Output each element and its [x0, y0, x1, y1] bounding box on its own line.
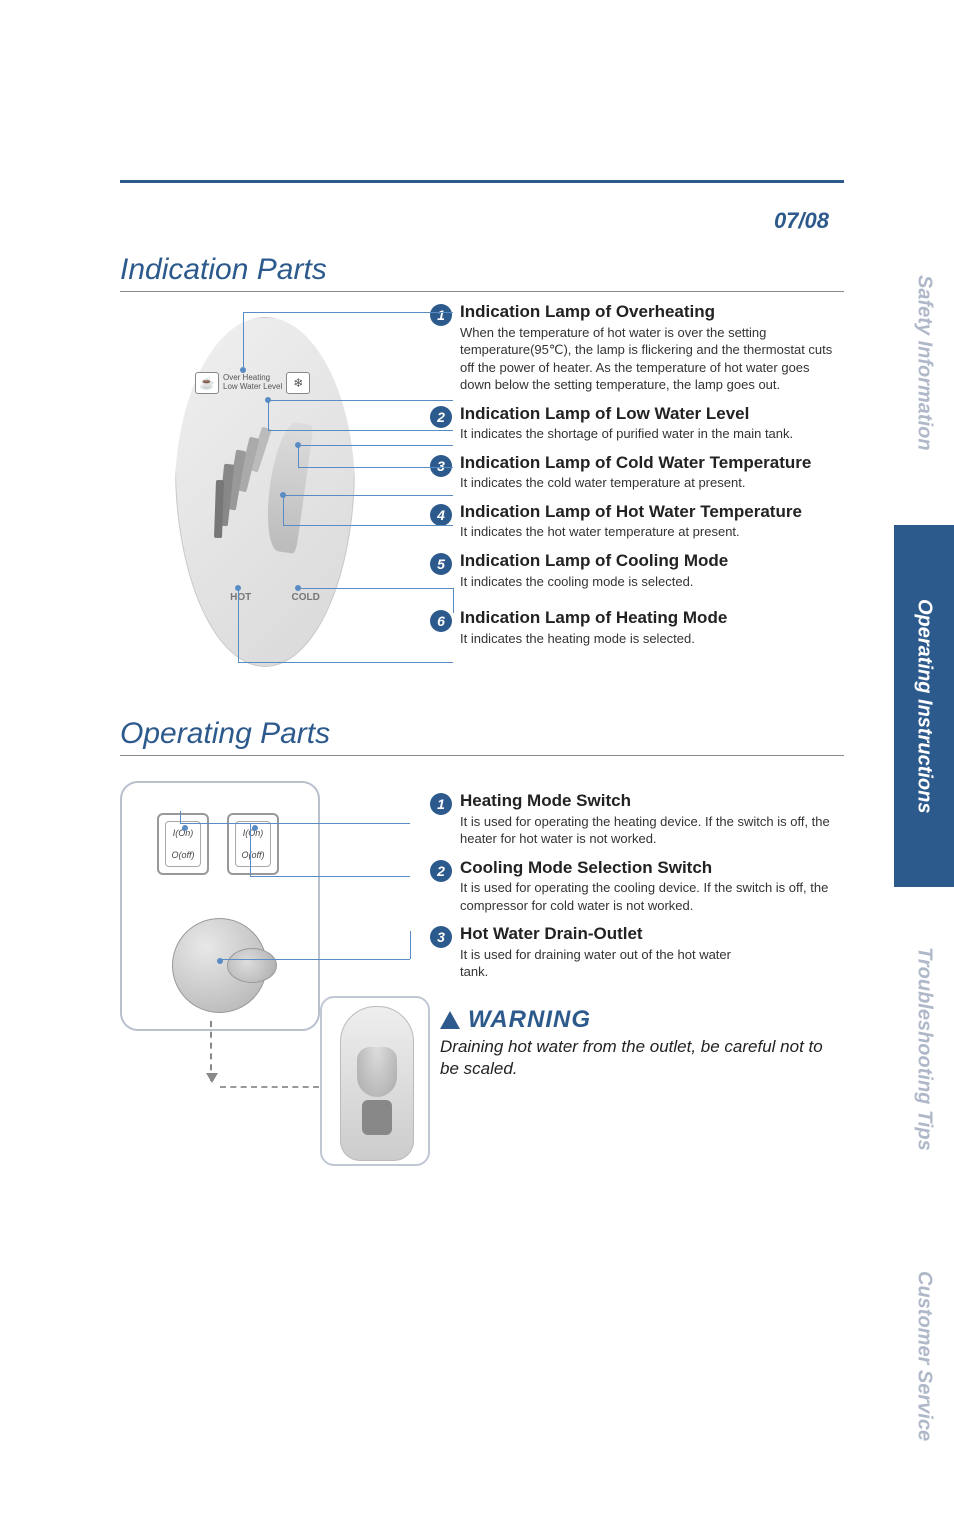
operating-item: 1 Heating Mode Switch It is used for ope…	[430, 791, 844, 848]
operating-diagram: I(On) O(off) I(On) O(off)	[120, 766, 410, 1181]
item-desc: It indicates the cold water temperature …	[460, 474, 811, 492]
item-title: Indication Lamp of Heating Mode	[460, 608, 727, 628]
side-tab-operating[interactable]: Operating Instructions	[894, 525, 954, 887]
side-tabs: Safety Information Operating Instruction…	[894, 200, 954, 1500]
item-title: Indication Lamp of Low Water Level	[460, 404, 793, 424]
operating-items: 1 Heating Mode Switch It is used for ope…	[430, 766, 844, 1181]
operating-box: I(On) O(off) I(On) O(off)	[120, 781, 320, 1031]
bullet-icon: 3	[430, 455, 452, 477]
item-title: Indication Lamp of Hot Water Temperature	[460, 502, 802, 522]
drain-knob	[172, 918, 267, 1013]
indication-item: 2 Indication Lamp of Low Water Level It …	[430, 404, 844, 443]
item-desc: It is used for draining water out of the…	[460, 946, 740, 981]
label-hot: HOT	[230, 592, 251, 603]
item-desc: It is used for operating the cooling dev…	[460, 879, 844, 914]
bullet-icon: 5	[430, 553, 452, 575]
section-title-indication: Indication Parts	[120, 253, 844, 287]
operating-body: I(On) O(off) I(On) O(off)	[120, 766, 844, 1181]
indication-panel: ☕ Over Heating Low Water Level ❄	[165, 312, 365, 682]
item-title: Heating Mode Switch	[460, 791, 844, 811]
indication-item: 5 Indication Lamp of Cooling Mode It ind…	[430, 551, 844, 590]
top-rule	[120, 180, 844, 183]
section-rule-2	[120, 755, 844, 756]
label-lowwater: Low Water Level	[223, 383, 282, 392]
operating-item: 3 Hot Water Drain-Outlet It is used for …	[430, 924, 844, 981]
item-title: Indication Lamp of Cold Water Temperatur…	[460, 453, 811, 473]
warning-box: WARNING Draining hot water from the outl…	[430, 1006, 844, 1080]
bullet-icon: 4	[430, 504, 452, 526]
item-title: Indication Lamp of Overheating	[460, 302, 844, 322]
indication-items: 1 Indication Lamp of Overheating When th…	[430, 302, 844, 682]
indication-diagram: ☕ Over Heating Low Water Level ❄	[120, 302, 410, 682]
bullet-icon: 6	[430, 610, 452, 632]
switch-off-label: O(off)	[171, 850, 194, 860]
item-title: Indication Lamp of Cooling Mode	[460, 551, 728, 571]
side-tab-troubleshooting[interactable]: Troubleshooting Tips	[894, 887, 954, 1212]
side-tab-safety[interactable]: Safety Information	[894, 200, 954, 525]
indication-item: 3 Indication Lamp of Cold Water Temperat…	[430, 453, 844, 492]
cold-icon: ❄	[286, 372, 310, 394]
item-desc: It indicates the hot water temperature a…	[460, 523, 802, 541]
heat-icon: ☕	[195, 372, 219, 394]
dot-1	[240, 367, 246, 373]
bullet-icon: 2	[430, 860, 452, 882]
indication-item: 4 Indication Lamp of Hot Water Temperatu…	[430, 502, 844, 541]
item-desc: It indicates the shortage of purified wa…	[460, 425, 793, 443]
indication-item: 6 Indication Lamp of Heating Mode It ind…	[430, 608, 844, 647]
switch-off-label: O(off)	[241, 850, 264, 860]
item-desc: It is used for operating the heating dev…	[460, 813, 844, 848]
item-title: Cooling Mode Selection Switch	[460, 858, 844, 878]
section-rule-1	[120, 291, 844, 292]
item-desc: It indicates the heating mode is selecte…	[460, 630, 727, 648]
item-desc: It indicates the cooling mode is selecte…	[460, 573, 728, 591]
arrow-down-icon	[210, 1021, 212, 1081]
content: Indication Parts ☕ Over Heating Low Wate…	[0, 180, 954, 1181]
item-title: Hot Water Drain-Outlet	[460, 924, 740, 944]
indication-body: ☕ Over Heating Low Water Level ❄	[120, 302, 844, 682]
bullet-icon: 1	[430, 793, 452, 815]
indication-item: 1 Indication Lamp of Overheating When th…	[430, 302, 844, 394]
bullet-icon: 3	[430, 926, 452, 948]
side-tab-customer[interactable]: Customer Service	[894, 1212, 954, 1500]
section-title-operating: Operating Parts	[120, 717, 844, 751]
page-number: 07/08	[774, 208, 829, 234]
item-desc: When the temperature of hot water is ove…	[460, 324, 844, 394]
warning-icon	[440, 1011, 460, 1029]
operating-item: 2 Cooling Mode Selection Switch It is us…	[430, 858, 844, 915]
bullet-icon: 1	[430, 304, 452, 326]
warning-title: WARNING	[468, 1006, 591, 1034]
product-mini	[320, 996, 430, 1166]
bullet-icon: 2	[430, 406, 452, 428]
label-cold: COLD	[292, 592, 320, 603]
warning-text: Draining hot water from the outlet, be c…	[440, 1036, 844, 1080]
